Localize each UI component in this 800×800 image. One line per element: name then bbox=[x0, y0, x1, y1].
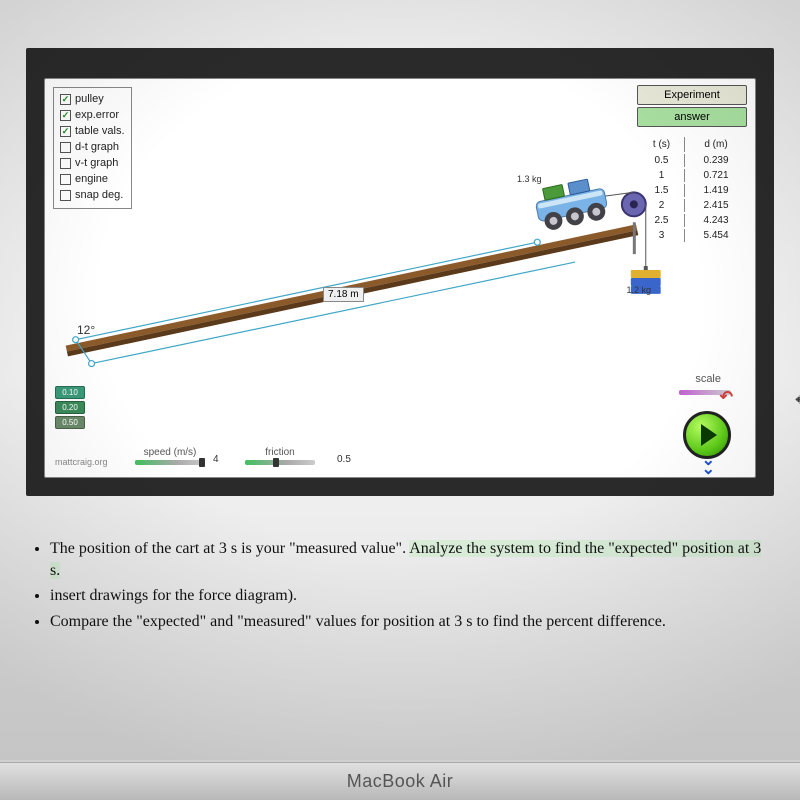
table-row: 10.721 bbox=[639, 169, 745, 182]
options-panel: ✓pulley ✓exp.error ✓table vals. d-t grap… bbox=[53, 87, 132, 209]
credit-label: mattcraig.org bbox=[55, 457, 108, 467]
reset-icon[interactable]: ↶ bbox=[720, 387, 733, 407]
question-item: Compare the "expected" and "measured" va… bbox=[50, 611, 774, 633]
expand-down-icon[interactable]: ⌄⌄ bbox=[702, 456, 715, 475]
answer-button[interactable]: answer bbox=[637, 107, 747, 127]
table-header-d: d (m) bbox=[687, 137, 745, 152]
checkbox-dt-graph[interactable]: d-t graph bbox=[60, 140, 125, 156]
table-row: 2.54.243 bbox=[639, 214, 745, 227]
simulation-frame: 12° 7.18 m 1.3 kg 1.2 kg ✓pulley ✓exp.er… bbox=[26, 48, 774, 496]
friction-value: 0.5 bbox=[337, 454, 351, 465]
data-table: t (s)d (m) 0.50.239 10.721 1.51.419 22.4… bbox=[637, 135, 747, 244]
checkbox-engine[interactable]: engine bbox=[60, 172, 125, 188]
checkbox-snap-deg[interactable]: snap deg. bbox=[60, 188, 125, 204]
screen: 12° 7.18 m 1.3 kg 1.2 kg ✓pulley ✓exp.er… bbox=[0, 0, 800, 760]
checkbox-label: d-t graph bbox=[75, 140, 119, 156]
weight-mass-label: 1.2 kg bbox=[626, 285, 651, 295]
legend-chips: 0.10 0.20 0.50 bbox=[55, 386, 85, 429]
checkbox-pulley[interactable]: ✓pulley bbox=[60, 92, 125, 108]
friction-slider[interactable]: friction bbox=[245, 447, 315, 465]
chip[interactable]: 0.20 bbox=[55, 401, 85, 414]
laptop-brand-label: MacBook Air bbox=[0, 771, 800, 792]
checkbox-exp-error[interactable]: ✓exp.error bbox=[60, 108, 125, 124]
experiment-button[interactable]: Experiment bbox=[637, 85, 747, 105]
simulation-canvas: 12° 7.18 m 1.3 kg 1.2 kg ✓pulley ✓exp.er… bbox=[44, 78, 756, 478]
question-item: insert drawings for the force diagram). bbox=[50, 585, 774, 607]
table-header-t: t (s) bbox=[639, 137, 685, 152]
table-row: 35.454 bbox=[639, 229, 745, 242]
checkbox-label: v-t graph bbox=[75, 156, 118, 172]
table-row: 1.51.419 bbox=[639, 184, 745, 197]
bottom-sliders: speed (m/s) friction bbox=[135, 447, 315, 465]
checkbox-label: engine bbox=[75, 172, 108, 188]
speed-slider[interactable]: speed (m/s) bbox=[135, 447, 205, 465]
speed-value: 4 bbox=[213, 454, 219, 465]
question-text: The position of the cart at 3 s is your … bbox=[26, 538, 774, 636]
chip[interactable]: 0.50 bbox=[55, 416, 85, 429]
slider-label: friction bbox=[245, 447, 315, 458]
checkbox-label: pulley bbox=[75, 92, 104, 108]
scale-label: scale bbox=[695, 373, 721, 385]
cart-mass-label: 1.3 kg bbox=[517, 174, 542, 184]
checkbox-table-vals[interactable]: ✓table vals. bbox=[60, 124, 125, 140]
right-panel: Experiment answer t (s)d (m) 0.50.239 10… bbox=[637, 85, 747, 244]
table-row: 0.50.239 bbox=[639, 154, 745, 167]
chip[interactable]: 0.10 bbox=[55, 386, 85, 399]
table-row: 22.415 bbox=[639, 199, 745, 212]
move-cursor-icon: ✥ bbox=[795, 390, 800, 411]
checkbox-vt-graph[interactable]: v-t graph bbox=[60, 156, 125, 172]
ramp-length-label: 7.18 m bbox=[323, 287, 364, 302]
checkbox-label: exp.error bbox=[75, 108, 119, 124]
checkbox-label: snap deg. bbox=[75, 188, 123, 204]
question-item: The position of the cart at 3 s is your … bbox=[50, 538, 774, 581]
slider-label: speed (m/s) bbox=[135, 447, 205, 458]
checkbox-label: table vals. bbox=[75, 124, 125, 140]
play-icon bbox=[701, 424, 717, 446]
angle-label: 12° bbox=[77, 323, 95, 337]
